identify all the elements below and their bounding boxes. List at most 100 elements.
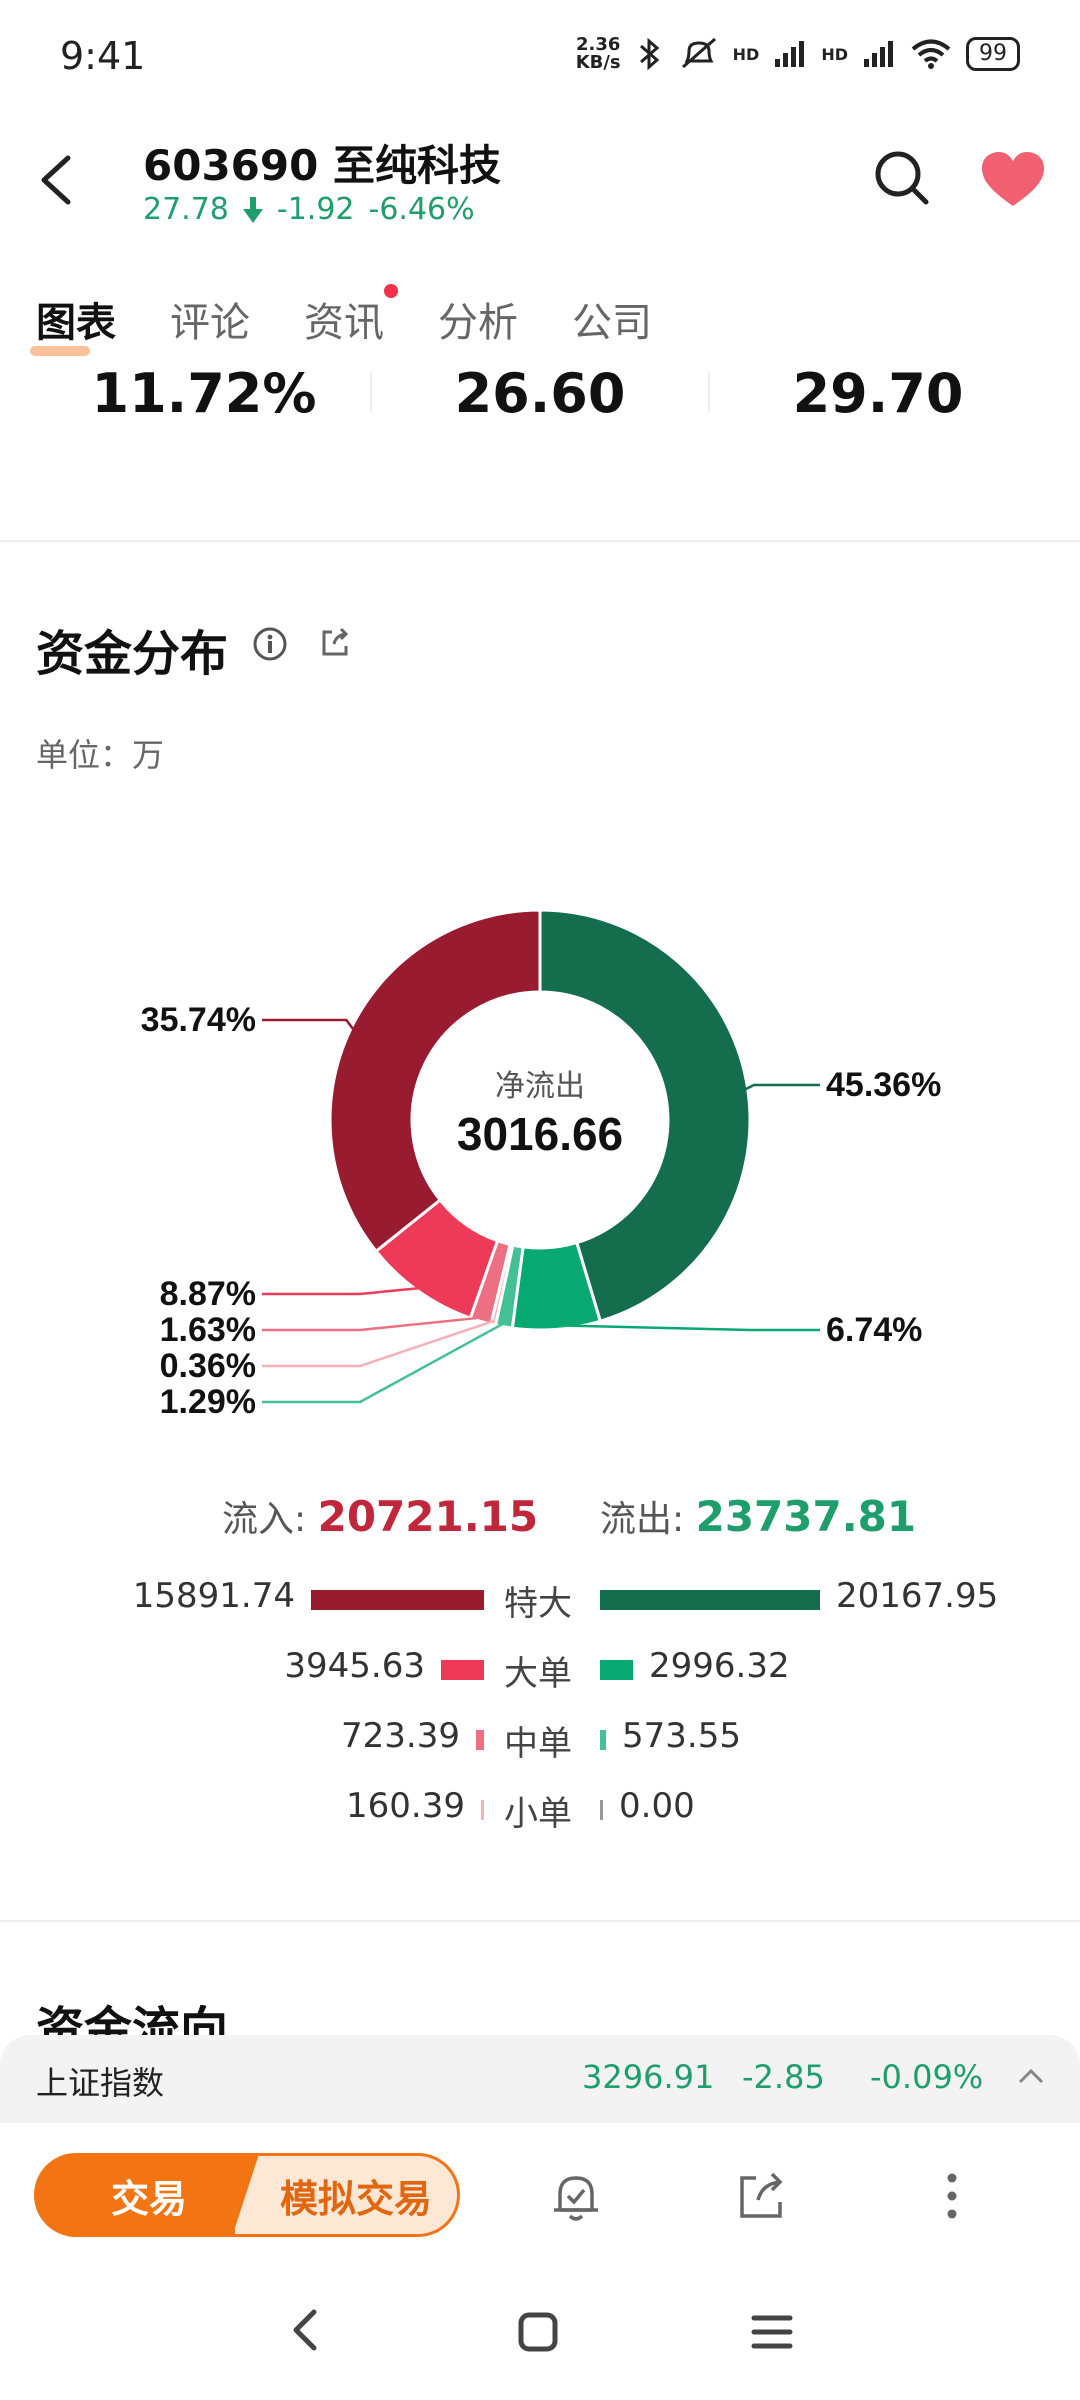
trade-button[interactable]: 交易 xyxy=(34,2153,264,2237)
order-outflow-value: 20167.95 xyxy=(836,1576,999,1616)
donut-slice-label: 35.74% xyxy=(141,1001,256,1039)
hd-label-1: HD xyxy=(732,44,760,64)
chevron-up-icon[interactable] xyxy=(1016,2066,1046,2086)
stat-divider-1 xyxy=(370,372,372,412)
hd-label-2: HD xyxy=(821,44,848,64)
alert-bell-icon[interactable] xyxy=(546,2166,606,2226)
donut-leader-line xyxy=(262,1286,421,1296)
order-outflow-bar xyxy=(600,1590,820,1610)
stock-title: 603690 至纯科技 xyxy=(143,141,501,190)
outflow-summary: 流出: 23737.81 xyxy=(600,1490,916,1542)
tab-bar: 图表 评论 资讯 分析 公司 xyxy=(30,284,652,356)
tab-chart[interactable]: 图表 xyxy=(30,290,116,356)
donut-slice xyxy=(328,908,542,1254)
order-outflow-value: 0.00 xyxy=(619,1786,695,1826)
index-change-pct: -0.09% xyxy=(870,2058,984,2096)
order-row: 723.39 中单 573.55 xyxy=(0,1716,1080,1766)
simulated-trade-button[interactable]: 模拟交易 xyxy=(232,2153,460,2237)
system-back-icon[interactable] xyxy=(282,2300,328,2360)
donut-slice xyxy=(538,908,752,1324)
index-name: 上证指数 xyxy=(36,2064,165,2102)
outflow-label: 流出: xyxy=(600,1499,685,1540)
donut-leader-line xyxy=(262,1321,506,1404)
donut-slice-label: 0.36% xyxy=(160,1347,256,1385)
donut-leader-line xyxy=(262,1316,482,1332)
more-options-icon[interactable] xyxy=(922,2166,982,2226)
system-navigation-bar xyxy=(0,2280,1080,2400)
order-inflow-value: 3945.63 xyxy=(284,1646,425,1686)
fund-distribution-donut-chart: 45.36% 6.74% 1.29%0.36%1.63%8.87% 35.74% 净流… xyxy=(141,908,941,1421)
order-category-label: 特大 xyxy=(504,1584,572,1624)
outflow-value: 23737.81 xyxy=(695,1492,917,1541)
stock-price: 27.78 xyxy=(143,192,229,227)
order-outflow-bar xyxy=(600,1660,633,1680)
donut-slice-label: 8.87% xyxy=(160,1275,256,1313)
news-badge-dot xyxy=(384,284,398,298)
mute-icon xyxy=(681,37,716,69)
order-inflow-bar xyxy=(476,1730,484,1750)
section-divider-2 xyxy=(0,1920,1080,1922)
stat-value-2: 26.60 xyxy=(454,362,626,425)
tab-news[interactable]: 资讯 xyxy=(304,284,398,348)
tab-comments[interactable]: 评论 xyxy=(170,300,250,346)
section-divider xyxy=(0,540,1080,542)
index-value: 3296.91 xyxy=(582,2058,715,2096)
info-icon[interactable] xyxy=(252,626,288,662)
order-inflow-value: 160.39 xyxy=(346,1786,465,1826)
donut-center-label: 净流出 xyxy=(495,1070,585,1103)
wifi-icon xyxy=(911,39,951,69)
stock-change-pct: -6.46% xyxy=(368,192,475,227)
bluetooth-icon xyxy=(639,37,659,71)
order-inflow-value: 15891.74 xyxy=(132,1576,295,1616)
share-icon[interactable] xyxy=(318,626,352,660)
stock-quote: 27.78 -1.92 -6.46% xyxy=(143,192,475,227)
order-inflow-value: 723.39 xyxy=(341,1716,460,1756)
signal-icon-2 xyxy=(864,41,893,67)
battery-icon: 99 xyxy=(966,37,1020,71)
unit-label: 单位：万 xyxy=(36,736,165,774)
tab-company[interactable]: 公司 xyxy=(572,300,652,346)
inflow-summary: 流入: 20721.15 xyxy=(222,1490,538,1542)
donut-slice-label: 45.36% xyxy=(826,1066,941,1104)
status-time: 9:41 xyxy=(60,34,146,78)
order-category-label: 小单 xyxy=(504,1794,572,1834)
order-row: 3945.63 大单 2996.32 xyxy=(0,1646,1080,1696)
next-section-title: 资金流向 xyxy=(36,2002,229,2035)
tab-news-label: 资讯 xyxy=(304,300,384,346)
order-row: 160.39 小单 0.00 xyxy=(0,1786,1080,1836)
system-menu-icon[interactable] xyxy=(750,2310,794,2354)
donut-center-value: 3016.66 xyxy=(457,1108,623,1160)
order-outflow-value: 2996.32 xyxy=(649,1646,790,1686)
stat-value-3: 29.70 xyxy=(792,362,964,425)
favorite-heart-icon[interactable] xyxy=(980,150,1046,210)
index-change: -2.85 xyxy=(742,2058,825,2096)
search-icon[interactable] xyxy=(870,146,934,210)
order-row: 15891.74 特大 20167.95 xyxy=(0,1576,1080,1626)
order-inflow-bar xyxy=(441,1660,484,1680)
donut-slice-label: 1.63% xyxy=(160,1311,256,1349)
back-arrow-icon[interactable] xyxy=(30,150,90,210)
donut-slice-label: 1.29% xyxy=(160,1383,256,1421)
stat-value-1: 11.72% xyxy=(91,362,317,425)
order-inflow-bar xyxy=(311,1590,484,1610)
donut-leader-line xyxy=(262,1018,356,1032)
signal-icon-1 xyxy=(775,41,805,67)
order-inflow-bar xyxy=(481,1800,484,1820)
stat-divider-2 xyxy=(708,372,710,412)
inflow-value: 20721.15 xyxy=(317,1492,539,1541)
status-bar: 9:41 2.36 KB/s HD HD 99 xyxy=(0,0,1080,120)
down-arrow-icon xyxy=(242,196,263,223)
section-title: 资金分布 xyxy=(36,626,229,682)
donut-leader-line xyxy=(262,1319,495,1368)
system-home-icon[interactable] xyxy=(516,2310,560,2354)
donut-slice-label: 6.74% xyxy=(826,1311,922,1349)
order-outflow-bar xyxy=(600,1730,606,1750)
net-speed-unit: KB/s xyxy=(575,52,621,73)
index-ticker-bar[interactable] xyxy=(0,2035,1080,2123)
net-speed: 2.36 KB/s xyxy=(576,36,621,72)
share-export-icon[interactable] xyxy=(732,2166,792,2226)
net-speed-value: 2.36 xyxy=(575,34,621,55)
tab-analysis[interactable]: 分析 xyxy=(438,300,518,346)
order-category-label: 中单 xyxy=(504,1724,572,1764)
inflow-label: 流入: xyxy=(222,1499,307,1540)
